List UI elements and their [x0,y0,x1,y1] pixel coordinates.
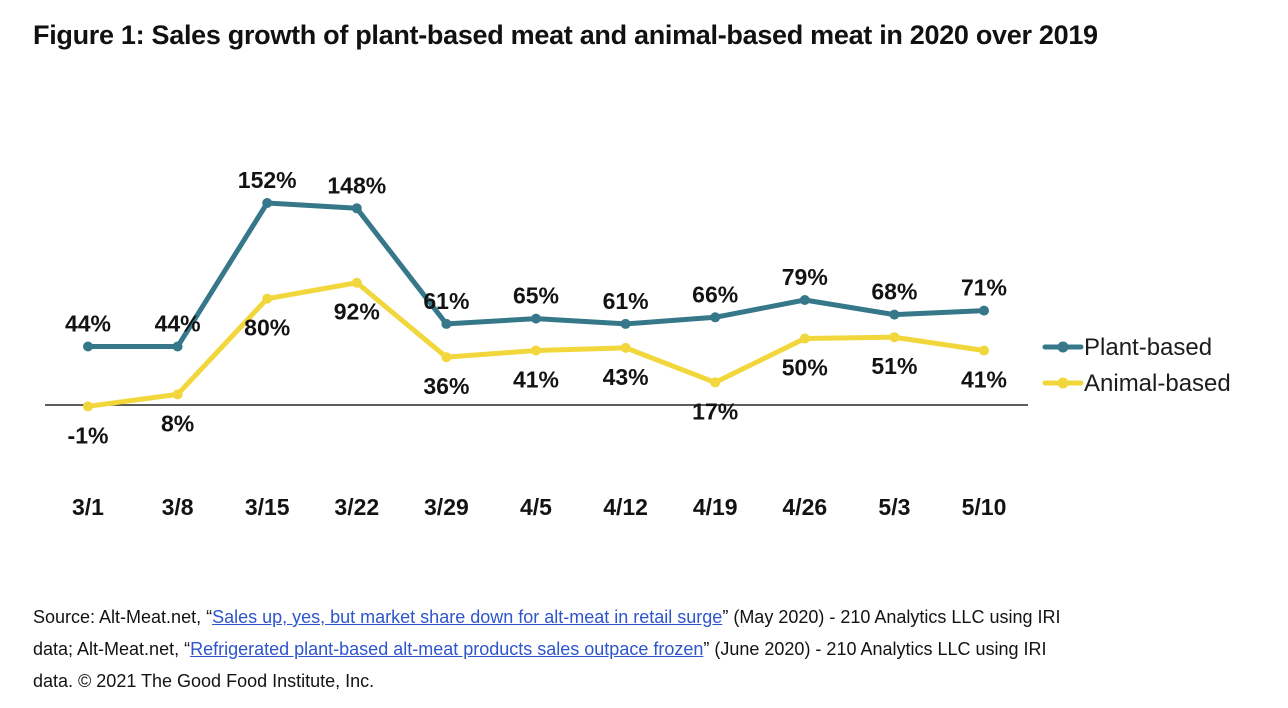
source-link[interactable]: Sales up, yes, but market share down for… [212,607,723,627]
data-point-plant-based [83,341,93,352]
data-label-animal-based: 41% [961,367,1007,393]
data-label-plant-based: 65% [513,283,559,309]
data-point-animal-based [351,277,362,288]
data-label-animal-based: 36% [423,373,469,399]
data-point-animal-based [172,389,183,400]
data-point-plant-based [441,318,452,329]
legend-label-plant-based: Plant-based [1084,334,1212,361]
data-label-animal-based: -1% [68,422,109,448]
data-label-plant-based: 71% [961,275,1007,301]
x-axis-label: 4/19 [693,494,738,520]
data-label-plant-based: 44% [65,311,111,337]
data-point-plant-based [710,312,721,323]
data-label-animal-based: 8% [161,410,194,436]
data-label-animal-based: 51% [871,353,917,379]
data-point-animal-based [531,345,541,356]
data-label-plant-based: 79% [782,264,828,290]
data-label-plant-based: 44% [155,311,201,337]
data-label-plant-based: 68% [871,279,917,305]
data-label-animal-based: 41% [513,367,559,393]
data-point-plant-based [979,305,989,316]
data-point-animal-based [799,333,810,344]
legend-label-animal-based: Animal-based [1084,370,1231,397]
data-point-plant-based [531,313,541,324]
data-point-plant-based [889,309,900,320]
data-label-animal-based: 92% [334,299,380,325]
source-text-segment: ” (June 2020) - 210 Analytics LLC using … [703,639,1047,659]
source-text: Source: Alt-Meat.net, “Sales up, yes, bu… [33,601,1273,697]
data-point-animal-based [83,401,93,412]
source-text-segment: Source: Alt-Meat.net, “ [33,607,213,627]
x-axis-label: 3/8 [162,494,194,520]
x-axis-label: 3/22 [334,494,379,520]
source-line: data; Alt-Meat.net, “Refrigerated plant-… [33,633,1273,665]
x-axis-label: 5/10 [962,494,1007,520]
x-axis-label: 3/15 [245,494,290,520]
data-label-plant-based: 61% [603,288,649,314]
data-point-animal-based [979,345,989,356]
data-label-animal-based: 43% [603,364,649,390]
legend-marker-animal-based [1057,377,1069,389]
data-label-plant-based: 152% [238,167,297,193]
data-point-plant-based [262,197,273,208]
data-point-plant-based [620,318,631,329]
data-point-plant-based [799,295,810,306]
x-axis-label: 4/12 [603,494,648,520]
x-axis-label: 4/26 [782,494,827,520]
data-point-animal-based [620,342,631,353]
x-axis-label: 3/29 [424,494,469,520]
source-text-segment: data. © 2021 The Good Food Institute, In… [33,671,375,691]
data-label-plant-based: 61% [423,288,469,314]
data-label-plant-based: 66% [692,281,738,307]
legend-marker-plant-based [1057,341,1069,353]
x-axis-label: 4/5 [520,494,552,520]
sales-growth-line-chart: 44% 44% 152% 148% 61% 65% 61% 66% 79% 68% 71% -1% 8%… [45,167,1231,520]
data-point-plant-based [351,203,362,214]
x-axis-label: 5/3 [878,494,910,520]
data-point-plant-based [172,341,183,352]
source-line: data. © 2021 The Good Food Institute, In… [33,665,1273,697]
source-link[interactable]: Refrigerated plant-based alt-meat produc… [190,639,704,659]
data-point-animal-based [441,352,452,363]
x-axis-label: 3/1 [72,494,104,520]
source-text-segment: data; Alt-Meat.net, “ [33,639,191,659]
chart-line-plant-based [85,200,987,350]
figure-title: Figure 1: Sales growth of plant-based me… [33,20,1098,50]
data-label-animal-based: 17% [692,398,738,424]
data-label-plant-based: 148% [327,172,386,198]
source-text-segment: ” (May 2020) - 210 Analytics LLC using I… [722,607,1061,627]
data-label-animal-based: 50% [782,355,828,381]
data-point-animal-based [710,377,721,388]
data-point-animal-based [889,332,900,343]
data-label-animal-based: 80% [244,315,290,341]
source-line: Source: Alt-Meat.net, “Sales up, yes, bu… [33,601,1273,633]
data-point-animal-based [262,293,273,304]
